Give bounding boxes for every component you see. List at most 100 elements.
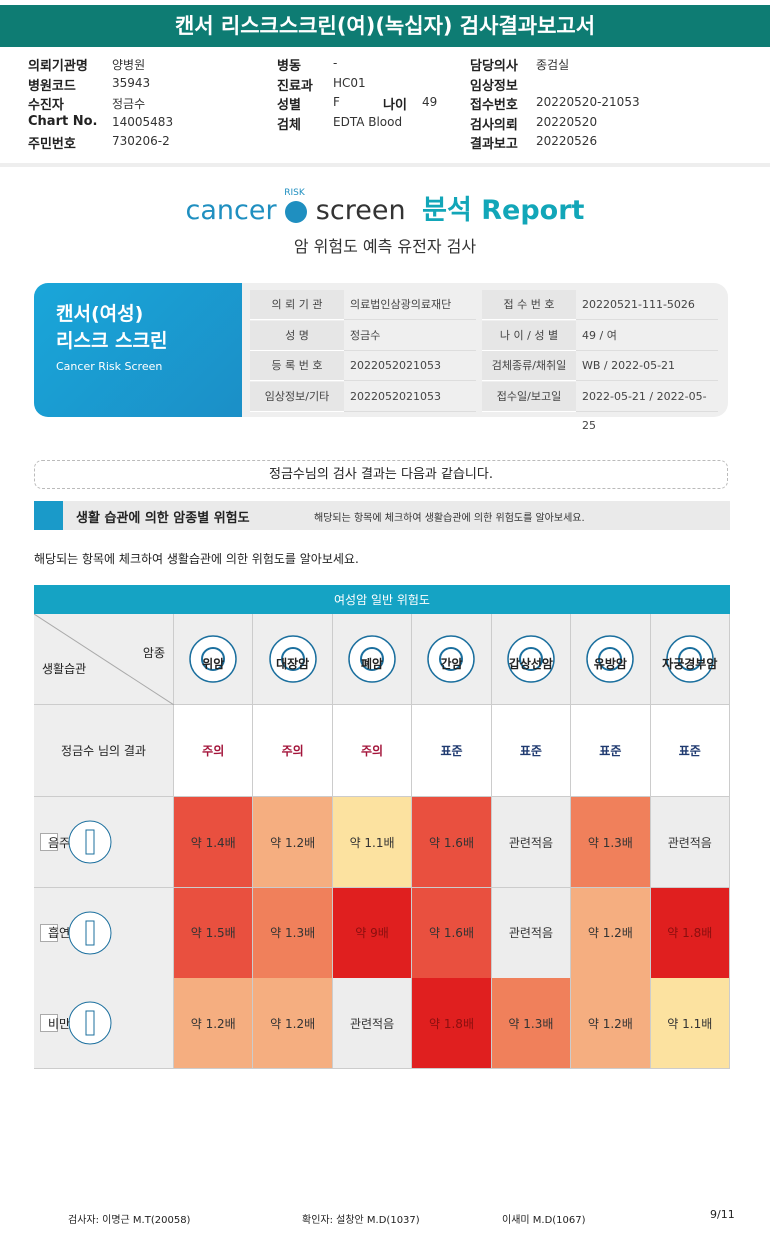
section-bar: 생활 습관에 의한 암종별 위험도 해당되는 항목에 체크하여 생활습관에 의한… bbox=[34, 501, 730, 530]
section-hint: 해당되는 항목에 체크하여 생활습관에 의한 위험도를 알아보세요. bbox=[314, 513, 585, 524]
risk-cell: 약 1.1배 bbox=[650, 978, 730, 1070]
risk-cell: 약 1.3배 bbox=[571, 797, 651, 888]
card-label: 접 수 번 호 bbox=[482, 290, 576, 320]
info-label: 나이 bbox=[383, 98, 407, 113]
info-value: - bbox=[333, 56, 338, 70]
cancer-header: 위암 bbox=[174, 614, 254, 705]
info-value: 정금수 bbox=[112, 97, 146, 111]
card-value: 2022052021053 bbox=[344, 382, 476, 412]
cancer-icon bbox=[348, 635, 396, 683]
risk-cell: 약 1.6배 bbox=[412, 887, 492, 979]
info-label: 결과보고 bbox=[470, 137, 518, 152]
info-label: 접수번호 bbox=[470, 98, 518, 113]
risk-cell: 관련적음 bbox=[491, 797, 572, 888]
risk-cell: 약 1.3배 bbox=[491, 978, 572, 1070]
risk-cell: 약 1.2배 bbox=[571, 978, 651, 1070]
cancer-header: 자궁경부암 bbox=[650, 614, 730, 705]
footer-tester: 검사자: 이명근 M.T(20058) bbox=[68, 1215, 191, 1226]
logo: cancer RISK screen 분석 Report bbox=[0, 188, 770, 227]
risk-cell: 약 1.3배 bbox=[253, 887, 333, 979]
info-label: 진료과 bbox=[277, 78, 313, 94]
result: 표준 bbox=[650, 705, 730, 797]
card-label: 접수일/보고일 bbox=[482, 381, 576, 412]
info-label: 의뢰기관명 bbox=[28, 59, 88, 74]
risk-cell: 약 1.4배 bbox=[174, 797, 254, 888]
info-value: 종검실 bbox=[536, 58, 570, 72]
info-value: F bbox=[333, 95, 340, 109]
divider bbox=[0, 163, 770, 167]
habit: 흡연 bbox=[48, 926, 71, 941]
habit-icon bbox=[68, 911, 112, 955]
card-title: 캔서(여성) bbox=[56, 303, 144, 325]
risk-cell: 약 1.2배 bbox=[253, 797, 333, 888]
risk-cell: 약 9배 bbox=[332, 887, 413, 979]
card-blue: 캔서(여성) 리스크 스크린 Cancer Risk Screen bbox=[34, 283, 242, 417]
info-label: 수진자 bbox=[28, 98, 64, 113]
footer-page: 9/11 bbox=[710, 1208, 735, 1221]
title: 캔서 리스크스크린(여)(녹십자) 검사결과보고서 bbox=[174, 14, 596, 38]
card-value: 2022-05-21 / 2022-05-25 bbox=[576, 382, 718, 432]
risk-cell: 약 1.2배 bbox=[571, 887, 651, 979]
info-value: 20220526 bbox=[536, 134, 598, 148]
cancer-name: 갑상선암 bbox=[508, 656, 553, 671]
info-label: 검체 bbox=[277, 117, 301, 133]
corner-top: 암종 bbox=[142, 646, 165, 660]
cancer-icon bbox=[268, 635, 317, 683]
logo-risk: RISK bbox=[284, 187, 305, 198]
habit: 비만 bbox=[48, 1016, 71, 1031]
info-label: 병원코드 bbox=[28, 78, 76, 94]
checkbox[interactable] bbox=[40, 833, 58, 851]
result: 표준 bbox=[491, 705, 572, 797]
cancer-icon bbox=[666, 635, 714, 683]
card-label: 등 록 번 호 bbox=[250, 351, 344, 381]
info-label: Chart No. bbox=[28, 113, 98, 129]
risk-cell: 약 1.2배 bbox=[174, 978, 254, 1070]
cancer-name: 간암 bbox=[440, 656, 463, 671]
cancer-icon bbox=[586, 635, 635, 683]
result: 주의 bbox=[174, 705, 254, 797]
section-icon bbox=[34, 501, 63, 530]
card-value: 정금수 bbox=[344, 321, 476, 351]
checkbox[interactable] bbox=[40, 923, 58, 942]
info-value: 20220520 bbox=[536, 114, 598, 129]
habit-icon bbox=[68, 820, 112, 864]
card-label: 나 이 / 성 별 bbox=[482, 320, 576, 351]
cancer-name: 위암 bbox=[202, 656, 225, 671]
card-value: 의료법인삼광의료재단 bbox=[344, 290, 476, 320]
info-value: 14005483 bbox=[112, 114, 174, 129]
notice: 정금수님의 검사 결과는 다음과 같습니다. bbox=[269, 467, 493, 482]
info-value: 20220520-21053 bbox=[536, 95, 640, 109]
result: 표준 bbox=[571, 705, 651, 797]
cancer-header: 간암 bbox=[412, 614, 492, 705]
risk-cell: 약 1.8배 bbox=[650, 887, 730, 979]
risk-cell: 관련적음 bbox=[332, 978, 413, 1070]
info-label: 병동 bbox=[277, 59, 301, 74]
risk-cell: 약 1.8배 bbox=[412, 978, 492, 1070]
result: 주의 bbox=[253, 705, 333, 797]
card-value: 20220521-111-5026 bbox=[576, 290, 718, 320]
table-caption: 여성암 일반 위험도 bbox=[34, 585, 730, 614]
info-value: EDTA Blood bbox=[333, 114, 403, 129]
habit-cell: 음주 bbox=[34, 797, 174, 888]
section-title: 생활 습관에 의한 암종별 위험도 bbox=[76, 511, 250, 526]
info-label: 검사의뢰 bbox=[470, 117, 518, 133]
card-title: 리스크 스크린 bbox=[56, 330, 168, 352]
cancer-name: 폐암 bbox=[361, 656, 384, 671]
info-label: 주민번호 bbox=[28, 137, 76, 152]
cancer-name: 유방암 bbox=[593, 656, 627, 671]
corner-bottom: 생활습관 bbox=[42, 662, 87, 676]
cancer-icon bbox=[427, 635, 476, 683]
card-value: WB / 2022-05-21 bbox=[576, 351, 718, 381]
info-label: 임상정보 bbox=[470, 78, 518, 94]
checkbox[interactable] bbox=[40, 1014, 58, 1033]
card-label: 검체종류/채취일 bbox=[482, 351, 576, 381]
logo-icon: RISK bbox=[284, 188, 308, 223]
card-value: 2022052021053 bbox=[344, 351, 476, 381]
footer-doctor: 이새미 M.D(1067) bbox=[502, 1215, 586, 1226]
risk-cell: 약 1.2배 bbox=[253, 978, 333, 1070]
info-value: 730206-2 bbox=[112, 134, 170, 148]
card-value: 49 / 여 bbox=[576, 321, 718, 351]
result-label: 정금수 님의 결과 bbox=[34, 705, 174, 797]
info-value: HC01 bbox=[333, 75, 366, 90]
